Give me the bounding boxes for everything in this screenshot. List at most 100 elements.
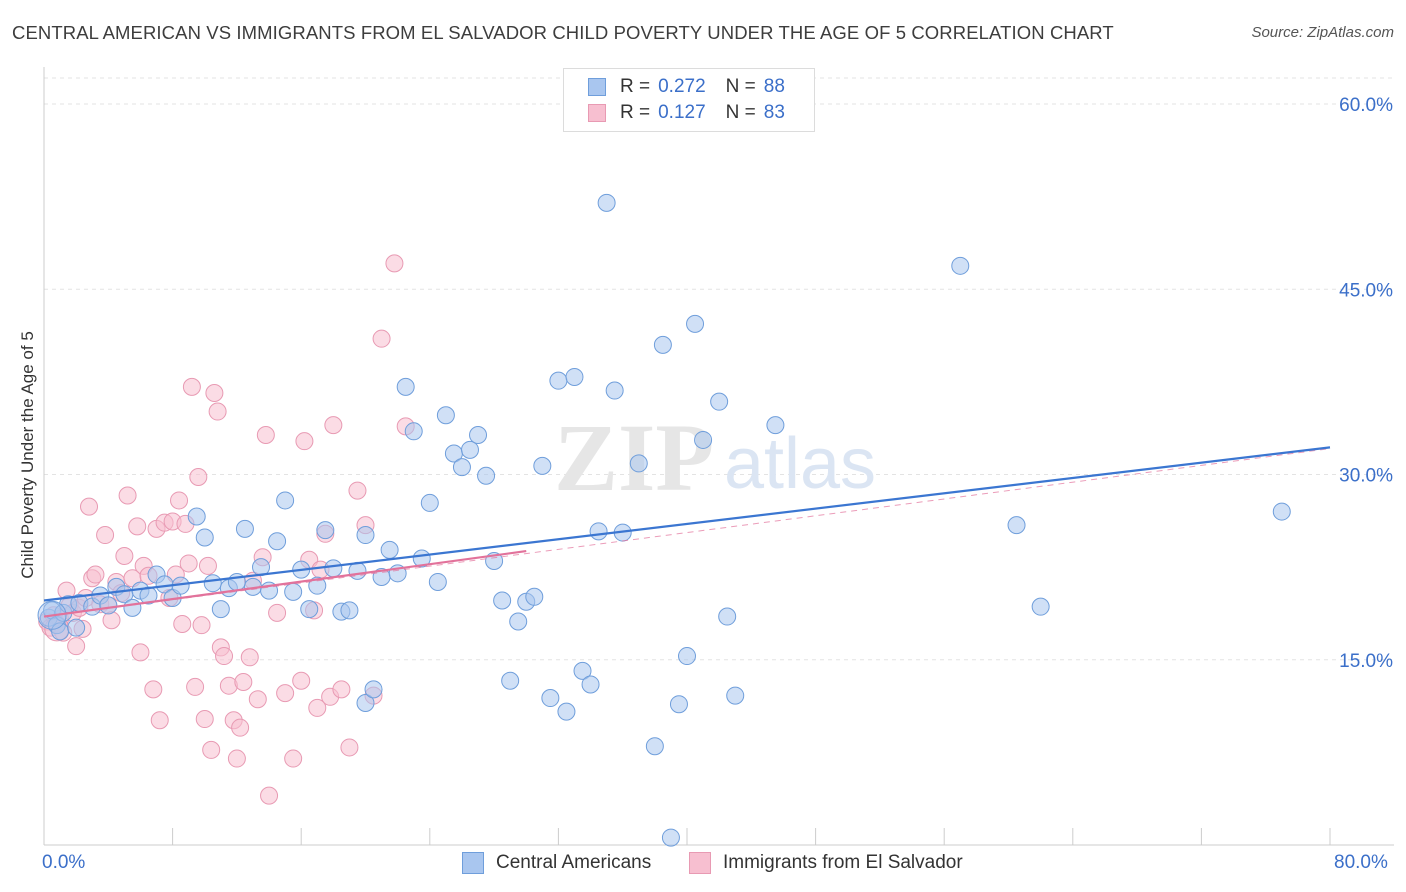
blue-point xyxy=(420,493,439,512)
blue-point xyxy=(380,540,399,559)
blue-point xyxy=(316,521,335,540)
pink-point xyxy=(86,565,105,584)
blue-point xyxy=(678,647,696,666)
x-tick-min: 0.0% xyxy=(42,852,86,873)
legend-row-el-salvador: R = 0.127 N = 83 xyxy=(588,101,785,125)
trend-lines xyxy=(43,446,1331,618)
blue-point xyxy=(235,519,254,538)
y-tick-label: 45.0% xyxy=(1339,280,1393,301)
watermark: ZIPatlas xyxy=(554,404,876,511)
blue-point xyxy=(268,532,287,551)
blue-point xyxy=(452,458,471,477)
blue-point xyxy=(589,522,608,541)
pink-point xyxy=(173,614,192,633)
pink-point xyxy=(227,749,246,768)
pink-point xyxy=(205,384,224,403)
legend-n-value: 88 xyxy=(763,76,785,97)
blue-point xyxy=(428,572,447,591)
blue-point xyxy=(565,367,584,386)
y-tick-label: 60.0% xyxy=(1339,95,1393,116)
blue-series-points xyxy=(37,193,1291,847)
blue-point xyxy=(123,598,142,617)
legend-n-label: N = xyxy=(725,76,756,97)
pink-point xyxy=(234,672,253,691)
pink-point xyxy=(256,426,275,445)
blue-point xyxy=(99,596,118,615)
blue-point xyxy=(324,559,343,578)
pink-swatch-icon xyxy=(588,104,606,122)
pink-point xyxy=(115,547,134,566)
series-legend: Central Americans Immigrants from El Sal… xyxy=(0,852,1406,878)
pink-point xyxy=(202,740,221,759)
pink-point xyxy=(144,680,163,699)
pink-point xyxy=(182,377,201,396)
pink-point xyxy=(170,491,189,510)
source-label: Source: ZipAtlas.com xyxy=(1251,24,1394,41)
legend-series1-name: Central Americans xyxy=(496,852,652,873)
blue-point xyxy=(300,600,319,619)
legend-item-el-salvador: Immigrants from El Salvador xyxy=(689,852,963,874)
legend-row-central-americans: R = 0.272 N = 88 xyxy=(588,75,785,99)
blue-point xyxy=(396,377,415,396)
pink-point xyxy=(284,749,303,768)
blue-point xyxy=(340,601,359,620)
pink-point xyxy=(67,637,86,656)
pink-point xyxy=(276,684,295,703)
blue-point xyxy=(726,686,745,705)
blue-point xyxy=(1272,502,1291,521)
pink-point xyxy=(189,467,208,486)
pink-point xyxy=(150,711,169,730)
blue-point xyxy=(645,737,664,756)
legend-n-value: 83 xyxy=(763,102,785,123)
chart-title: CENTRAL AMERICAN VS IMMIGRANTS FROM EL S… xyxy=(12,22,1114,43)
pink-point xyxy=(128,517,147,536)
blue-trend-line xyxy=(43,446,1331,602)
blue-point xyxy=(718,607,737,626)
blue-point xyxy=(211,600,230,619)
blue-point xyxy=(469,426,488,445)
pink-point xyxy=(179,554,198,573)
blue-swatch-icon xyxy=(588,78,606,96)
blue-point xyxy=(661,828,680,847)
blue-point xyxy=(710,392,729,411)
pink-point xyxy=(308,698,327,717)
blue-point xyxy=(581,675,600,694)
pink-point xyxy=(80,497,99,516)
blue-point xyxy=(460,440,479,459)
blue-point xyxy=(477,466,496,485)
blue-point xyxy=(541,689,560,708)
pink-point xyxy=(102,611,121,630)
blue-point xyxy=(629,454,648,473)
x-tick-max: 80.0% xyxy=(1334,852,1388,873)
blue-point xyxy=(766,416,785,435)
blue-point xyxy=(356,526,375,545)
pink-point xyxy=(131,643,150,662)
pink-series-points xyxy=(38,254,415,805)
blue-point xyxy=(1007,516,1026,535)
blue-point xyxy=(557,702,576,721)
blue-point xyxy=(1031,597,1050,616)
axes xyxy=(43,67,1394,846)
blue-point xyxy=(509,612,528,631)
blue-point xyxy=(276,491,295,510)
blue-point xyxy=(605,381,624,400)
blue-point xyxy=(203,574,222,593)
pink-point xyxy=(348,481,367,500)
y-axis-label: Child Poverty Under the Age of 5 xyxy=(18,331,37,579)
pink-point xyxy=(198,556,217,575)
pink-point xyxy=(186,677,205,696)
blue-point xyxy=(951,256,970,275)
blue-point xyxy=(573,661,592,680)
pink-point xyxy=(195,710,214,729)
blue-swatch-icon xyxy=(462,852,484,874)
pink-point xyxy=(260,786,279,805)
y-tick-label: 15.0% xyxy=(1339,651,1393,672)
pink-point xyxy=(385,254,404,273)
blue-point xyxy=(549,371,568,390)
legend-r-label: R = xyxy=(620,76,651,97)
blue-point xyxy=(436,406,455,425)
legend-r-value: 0.127 xyxy=(658,102,706,123)
blue-point xyxy=(669,695,688,714)
pink-point xyxy=(215,647,234,666)
